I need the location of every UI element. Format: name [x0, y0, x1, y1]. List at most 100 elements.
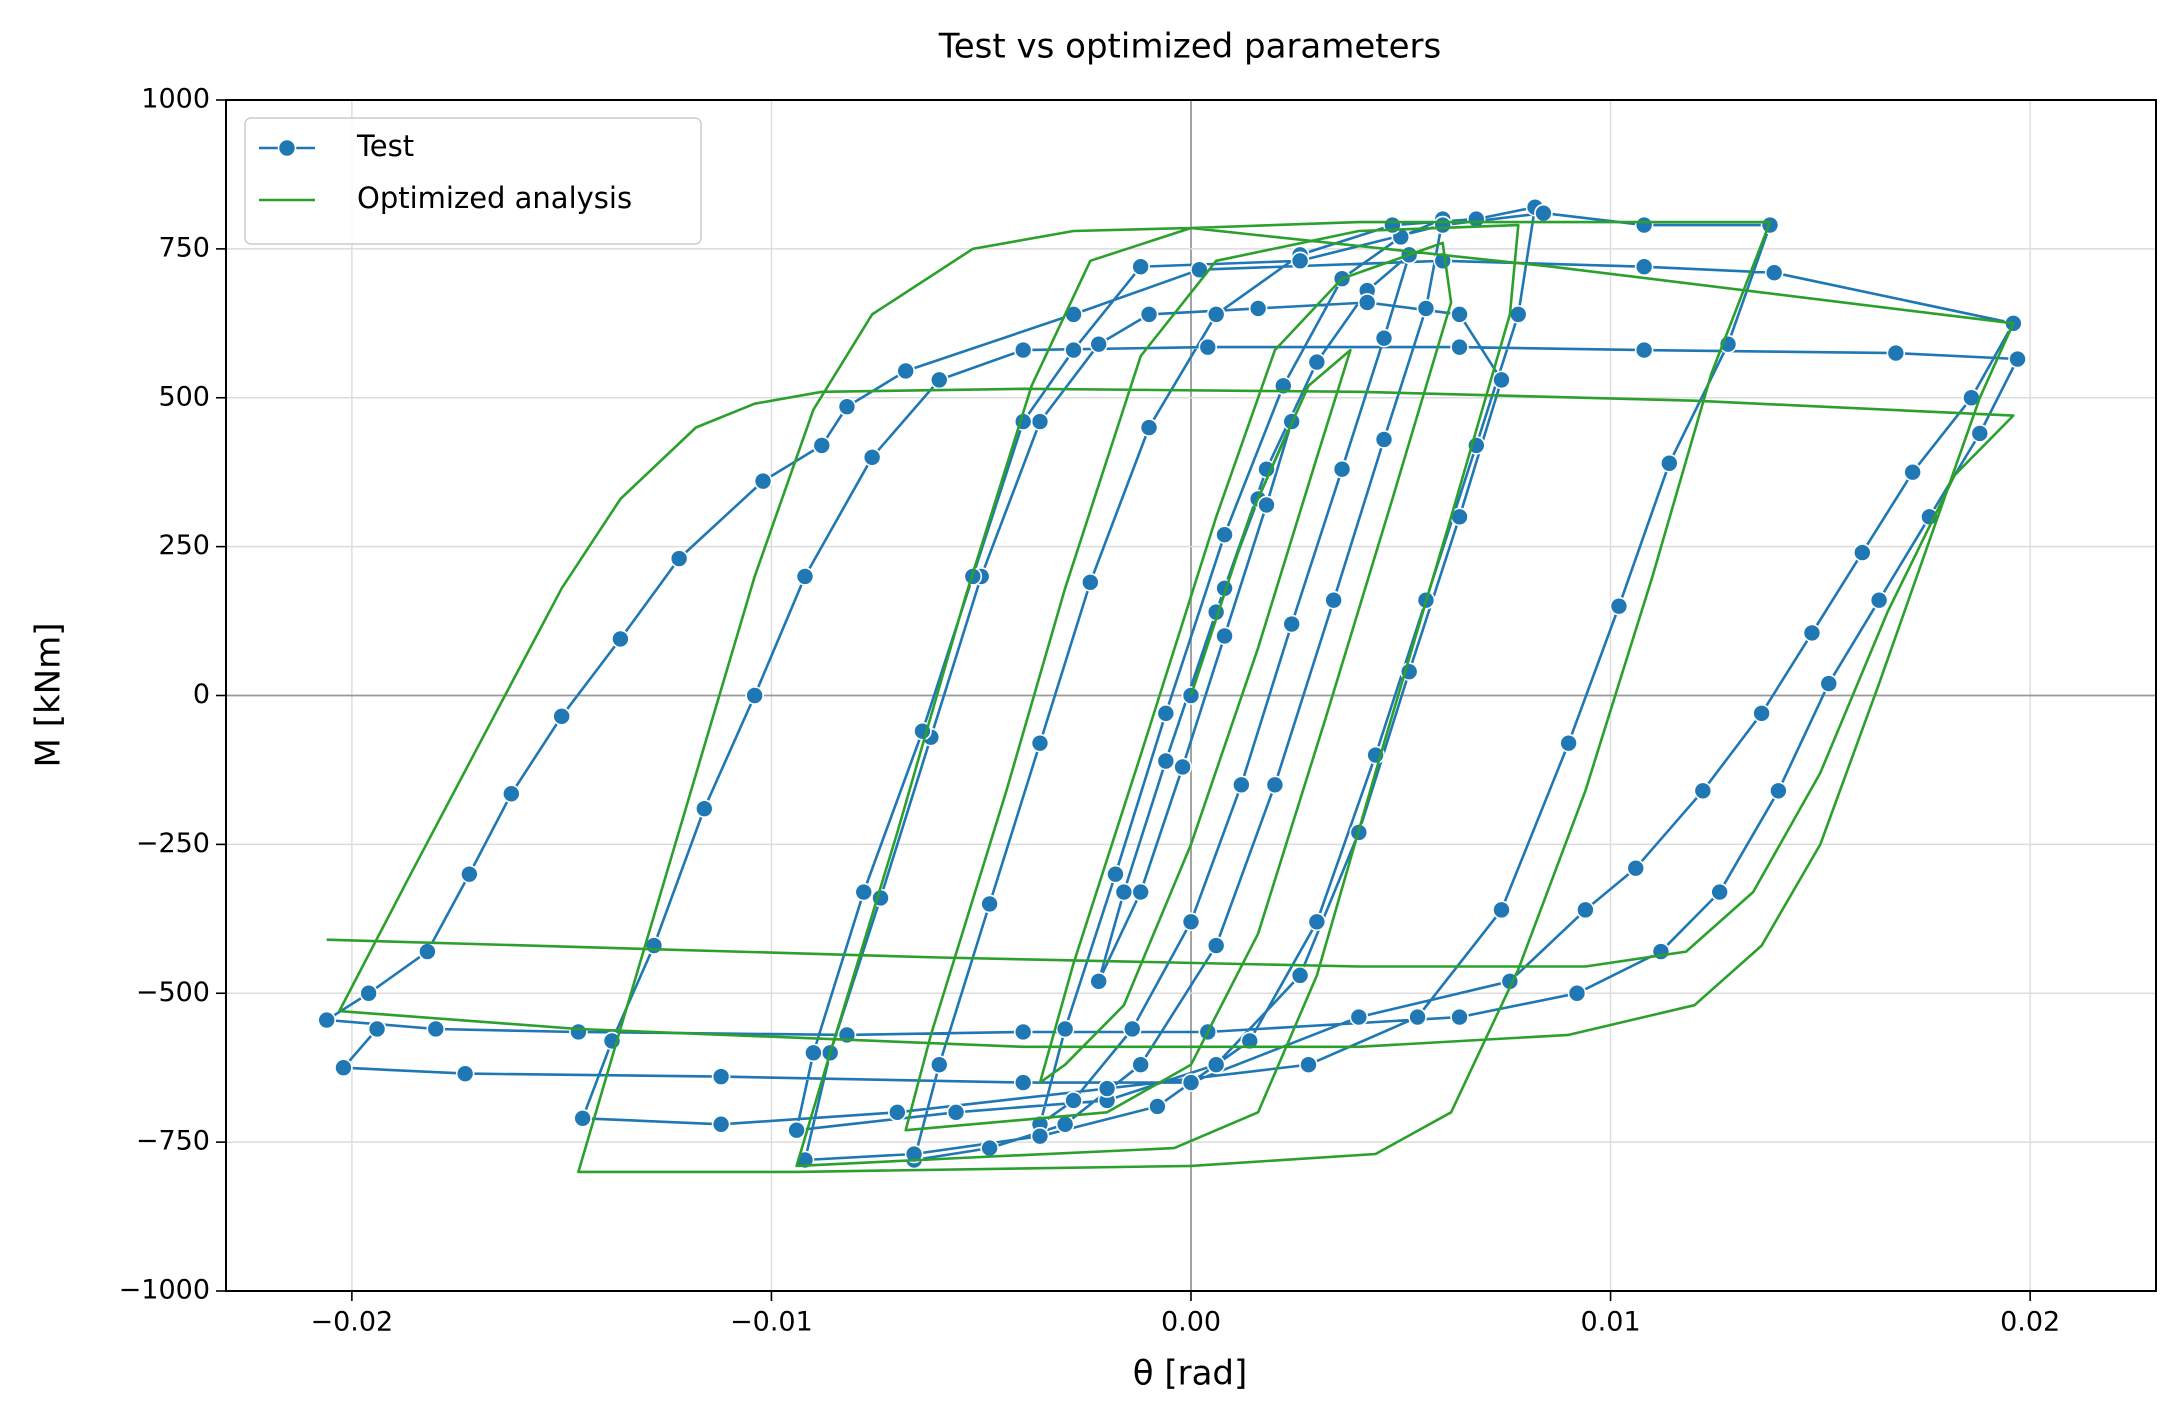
data-point — [1089, 334, 1108, 354]
y-tick-label: 500 — [158, 381, 210, 412]
y-tick-label: 0 — [193, 679, 210, 710]
y-tick-label: 250 — [158, 530, 210, 561]
x-tick-label: −0.01 — [730, 1307, 813, 1338]
data-point — [1508, 305, 1528, 324]
y-tick-label: 750 — [158, 232, 210, 263]
data-point — [888, 1103, 907, 1122]
data-point — [1055, 1019, 1075, 1039]
data-point — [1173, 757, 1192, 777]
data-point — [1064, 1091, 1083, 1110]
data-point — [1240, 1031, 1260, 1051]
y-tick-label: 1000 — [141, 84, 210, 115]
data-point — [1492, 900, 1511, 920]
data-point — [1626, 858, 1646, 878]
data-point — [1156, 704, 1176, 723]
data-point — [711, 1067, 731, 1086]
series-line — [326, 220, 2015, 1174]
x-tick-label: 0.00 — [1161, 1307, 1221, 1338]
data-point — [1122, 1019, 1142, 1039]
legend-label: Optimized analysis — [357, 181, 632, 215]
y-tick-label: −1000 — [119, 1275, 210, 1306]
data-point — [1064, 340, 1083, 360]
data-point — [1450, 337, 1469, 357]
legend-label: Test — [356, 129, 414, 163]
data-point — [569, 1022, 588, 1042]
data-point — [418, 942, 437, 961]
data-point — [929, 370, 949, 390]
data-point — [896, 361, 915, 381]
data-point — [1114, 882, 1134, 902]
data-point — [1181, 1073, 1201, 1092]
chart-title: Test vs optimized parameters — [938, 27, 1442, 67]
data-point — [1156, 751, 1176, 771]
data-point — [1853, 543, 1872, 562]
data-point — [1215, 525, 1234, 545]
y-tick-label: −500 — [136, 977, 210, 1008]
data-point — [1131, 257, 1150, 277]
data-point — [1324, 590, 1343, 610]
data-point — [1819, 674, 1839, 693]
data-point — [1013, 1073, 1033, 1092]
data-point — [1408, 1007, 1427, 1027]
data-point — [904, 1144, 924, 1164]
data-point — [862, 447, 882, 467]
legend: Test Optimized analysis — [244, 117, 702, 245]
data-point — [812, 436, 832, 455]
data-point — [1660, 453, 1679, 473]
data-point — [455, 1064, 475, 1083]
data-point — [837, 397, 857, 416]
y-tick-label: −750 — [136, 1126, 210, 1157]
plot-layer — [317, 197, 2027, 1174]
data-point — [1534, 203, 1553, 223]
data-point — [1206, 305, 1226, 324]
data-point — [1290, 966, 1310, 985]
y-tick-label: −250 — [136, 828, 210, 859]
data-point — [1131, 882, 1150, 902]
axes-layer: −0.02 −0.01 0.00 0.01 0.02 −1000 −750 −500 −250 0… — [119, 84, 2061, 1338]
data-point — [669, 549, 689, 568]
data-point — [611, 629, 630, 649]
data-point — [711, 1114, 731, 1134]
data-point — [1869, 590, 1889, 610]
data-point — [1764, 263, 1784, 282]
legend-marker — [277, 138, 297, 158]
data-point — [1148, 1097, 1167, 1116]
data-point — [359, 983, 378, 1003]
data-point — [1232, 775, 1251, 795]
data-point — [1710, 882, 1729, 902]
x-tick-label: −0.02 — [310, 1307, 393, 1338]
data-point — [1693, 781, 1713, 801]
data-point — [1257, 495, 1276, 515]
data-point — [1265, 775, 1285, 795]
data-point — [1181, 912, 1201, 932]
data-point — [1970, 424, 1990, 443]
data-point — [367, 1019, 387, 1039]
data-point — [1467, 209, 1486, 229]
data-point — [1013, 1022, 1033, 1042]
x-tick-label: 0.02 — [2000, 1307, 2060, 1338]
data-point — [1374, 328, 1394, 348]
data-point — [1307, 352, 1327, 372]
data-point — [573, 1109, 592, 1128]
data-point — [502, 784, 521, 804]
data-point — [1139, 418, 1159, 437]
data-point — [1634, 257, 1654, 277]
data-point — [1634, 215, 1654, 235]
data-point — [1492, 370, 1511, 390]
data-point — [1030, 733, 1050, 753]
data-point — [1752, 704, 1771, 723]
data-point — [1433, 215, 1453, 235]
data-point — [980, 894, 999, 914]
data-point — [1559, 733, 1578, 753]
data-point — [2008, 349, 2027, 369]
data-point — [1567, 983, 1587, 1003]
data-point — [1198, 337, 1218, 357]
data-point — [745, 686, 764, 705]
data-point — [1013, 340, 1033, 360]
data-point — [1131, 1055, 1150, 1075]
data-point — [426, 1019, 446, 1039]
data-point — [1206, 1055, 1226, 1075]
data-point — [1215, 626, 1234, 646]
